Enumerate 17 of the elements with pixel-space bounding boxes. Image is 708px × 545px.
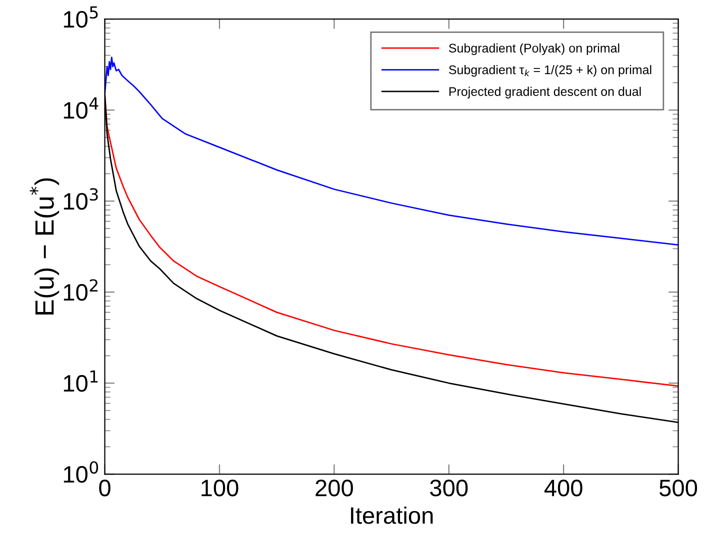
legend-label: Subgradient (Polyak) on primal bbox=[448, 43, 620, 56]
y-tick-label: 10$^{0}$ bbox=[64, 461, 98, 483]
x-tick-label: 200 bbox=[316, 480, 353, 496]
y-tick-label: 10$^{3}$ bbox=[64, 188, 98, 210]
legend-label: Projected gradient descent on dual bbox=[449, 86, 641, 98]
y-tick-label: 10$^{5}$ bbox=[64, 6, 98, 28]
y-tick-label: 10$^{2}$ bbox=[64, 279, 98, 301]
legend-label: Subgradient τ$_{k}$ = 1/(25 + k) on primal bbox=[448, 65, 652, 77]
x-tick-label: 500 bbox=[660, 480, 698, 496]
x-tick-label: 400 bbox=[544, 480, 582, 496]
x-tick-label: 0 bbox=[99, 480, 110, 496]
x-tick-label: 100 bbox=[202, 480, 238, 496]
y-axis-title: E(u) − E(u$^{*}$) bbox=[30, 178, 60, 315]
y-tick-label: 10$^{4}$ bbox=[64, 97, 98, 119]
x-axis-title: Iteration bbox=[351, 506, 433, 524]
y-tick-label: 10$^{1}$ bbox=[64, 370, 98, 392]
x-tick-label: 300 bbox=[430, 480, 468, 496]
